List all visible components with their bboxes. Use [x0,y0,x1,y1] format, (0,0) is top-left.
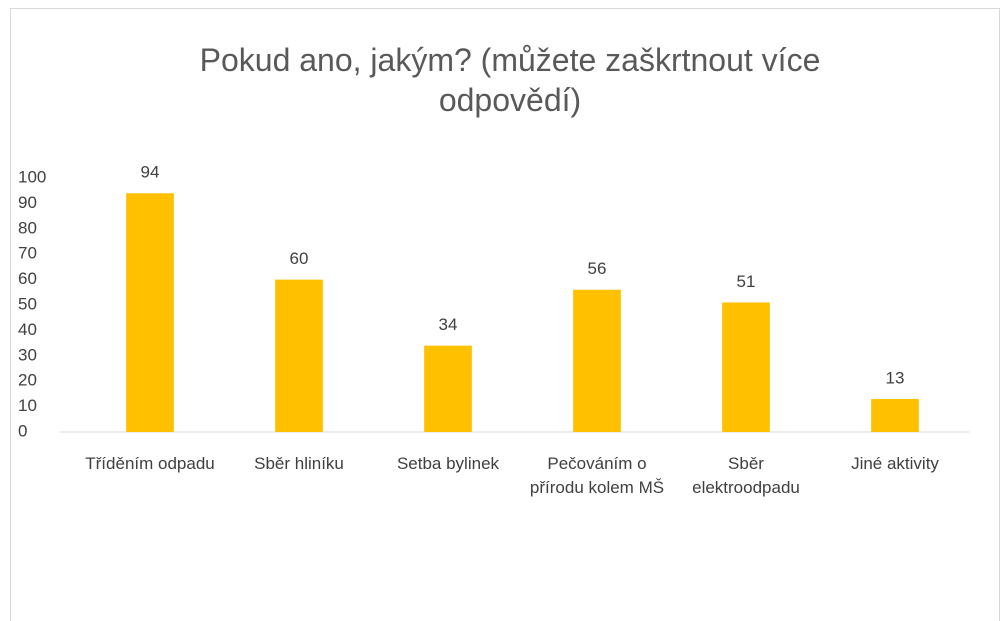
x-tick-label: Pečováním o přírodu kolem MŠ [529,454,665,497]
data-label: 94 [141,163,160,182]
x-tick-label: Sběr elektroodpadu [692,454,800,497]
y-tick-label: 60 [18,269,37,288]
y-tick-label: 20 [18,371,37,390]
chart-frame [10,8,1000,621]
y-tick-label: 80 [18,218,37,237]
bar [275,279,323,432]
data-label: 13 [886,368,905,387]
bar [424,345,472,432]
y-tick-label: 50 [18,294,37,313]
chart-title: Pokud ano, jakým? (můžete zaškrtnout víc… [199,42,821,118]
data-label: 56 [588,259,607,278]
y-tick-label: 70 [18,244,37,263]
data-label: 51 [737,272,756,291]
y-tick-label: 100 [18,167,46,186]
bar [573,289,621,432]
y-tick-label: 90 [18,193,37,212]
bar [126,193,174,432]
y-tick-label: 10 [18,396,37,415]
y-tick-label: 30 [18,345,37,364]
x-tick-label: Sběr hliníku [254,454,344,473]
bar [871,398,919,432]
data-label: 60 [290,249,309,268]
bar [722,302,770,432]
data-label: 34 [439,315,458,334]
y-tick-label: 0 [18,421,27,440]
y-tick-label: 40 [18,320,37,339]
x-tick-label: Jiné aktivity [851,454,939,473]
x-tick-label: Setba bylinek [396,454,500,473]
x-tick-label: Tříděním odpadu [85,454,215,473]
